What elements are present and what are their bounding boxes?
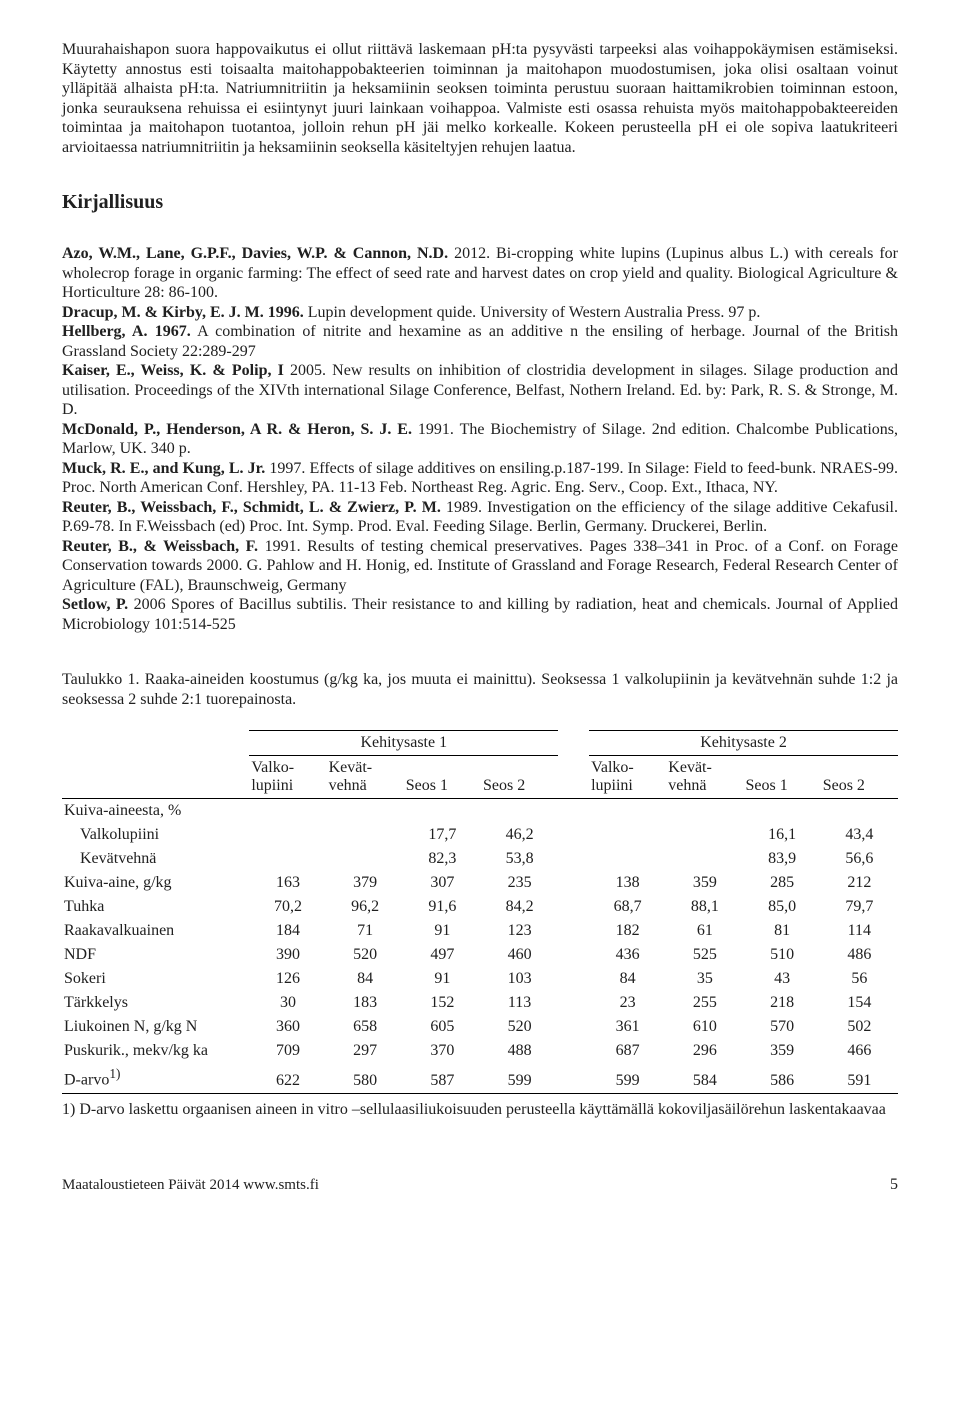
reference-item: Azo, W.M., Lane, G.P.F., Davies, W.P. & …	[62, 244, 898, 303]
table-row: Sokeri126849110384354356	[62, 967, 898, 991]
table-footnote: 1) D-arvo laskettu orgaanisen aineen in …	[62, 1100, 898, 1120]
reference-item: Kaiser, E., Weiss, K. & Polip, I 2005. N…	[62, 361, 898, 420]
reference-item: Muck, R. E., and Kung, L. Jr. 1997. Effe…	[62, 459, 898, 498]
reference-item: Setlow, P. 2006 Spores of Bacillus subti…	[62, 595, 898, 634]
reference-item: McDonald, P., Henderson, A R. & Heron, S…	[62, 420, 898, 459]
reference-item: Reuter, B., Weissbach, F., Schmidt, L. &…	[62, 498, 898, 537]
table-row: Kuiva-aine, g/kg163379307235138359285212	[62, 871, 898, 895]
table-row: NDF390520497460436525510486	[62, 943, 898, 967]
reference-item: Hellberg, A. 1967. A combination of nitr…	[62, 322, 898, 361]
references-heading: Kirjallisuus	[62, 191, 898, 214]
table-row: Puskurik., mekv/kg ka7092973704886872963…	[62, 1039, 898, 1063]
table-row: Tärkkelys3018315211323255218154	[62, 991, 898, 1015]
page-number: 5	[890, 1176, 898, 1194]
footer-source: Maataloustieteen Päivät 2014 www.smts.fi	[62, 1177, 319, 1194]
table-row: D-arvo1)622580587599599584586591	[62, 1063, 898, 1093]
composition-table: Kehitysaste 1Kehitysaste 2Valko-lupiiniK…	[62, 730, 898, 1093]
reference-item: Reuter, B., & Weissbach, F. 1991. Result…	[62, 537, 898, 596]
table-row: Valkolupiini17,746,216,143,4	[62, 823, 898, 847]
table-caption: Taulukko 1. Raaka-aineiden koostumus (g/…	[62, 670, 898, 710]
table-row: Kevätvehnä82,353,883,956,6	[62, 847, 898, 871]
table-row: Raakavalkuainen18471911231826181114	[62, 919, 898, 943]
table-row: Liukoinen N, g/kg N360658605520361610570…	[62, 1015, 898, 1039]
reference-item: Dracup, M. & Kirby, E. J. M. 1996. Lupin…	[62, 303, 898, 323]
references-list: Azo, W.M., Lane, G.P.F., Davies, W.P. & …	[62, 244, 898, 634]
table-row: Tuhka70,296,291,684,268,788,185,079,7	[62, 895, 898, 919]
intro-paragraph: Muurahaishapon suora happovaikutus ei ol…	[62, 40, 898, 157]
page-footer: Maataloustieteen Päivät 2014 www.smts.fi…	[62, 1176, 898, 1194]
